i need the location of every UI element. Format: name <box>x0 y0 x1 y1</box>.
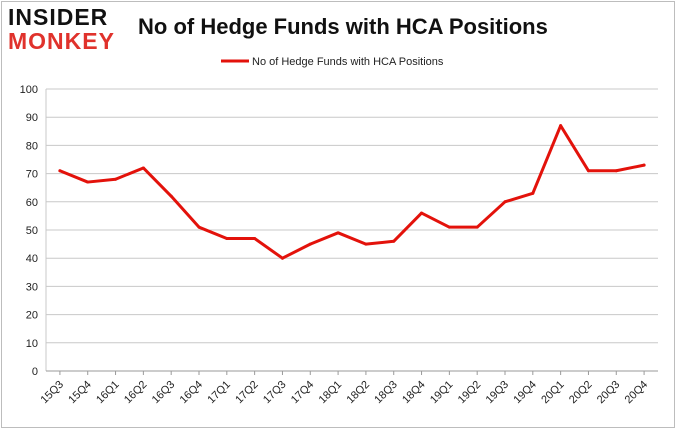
x-tick-label: 17Q1 <box>205 379 233 407</box>
x-tick-label: 20Q2 <box>567 379 595 407</box>
x-tick-label: 15Q4 <box>66 379 94 407</box>
series-line <box>58 124 646 260</box>
y-tick-label: 20 <box>26 310 38 322</box>
chart-title: No of Hedge Funds with HCA Positions <box>138 14 548 39</box>
y-tick-label: 90 <box>26 112 38 124</box>
data-point <box>586 169 590 173</box>
x-tick-label: 20Q4 <box>623 379 651 407</box>
data-point <box>197 225 201 229</box>
x-tick-label: 16Q1 <box>94 379 122 407</box>
x-axis-ticks: 15Q3 15Q4 16Q1 16Q2 16Q3 16Q4 17Q1 17Q2 17Q3 17Q4… <box>39 371 651 407</box>
data-point <box>141 166 145 170</box>
y-tick-label: 100 <box>20 84 38 96</box>
x-tick-label: 19Q1 <box>428 379 456 407</box>
data-point <box>447 225 451 229</box>
x-tick-label: 18Q3 <box>372 379 400 407</box>
data-point <box>420 211 424 215</box>
x-tick-label: 19Q3 <box>484 379 512 407</box>
data-point <box>169 194 173 198</box>
legend-label: No of Hedge Funds with HCA Positions <box>252 56 444 68</box>
x-tick-label: 18Q4 <box>400 379 428 407</box>
y-tick-label: 40 <box>26 253 38 265</box>
x-tick-label: 16Q2 <box>122 379 150 407</box>
y-tick-label: 60 <box>26 197 38 209</box>
y-tick-label: 70 <box>26 169 38 181</box>
x-tick-label: 18Q1 <box>317 379 345 407</box>
x-tick-label: 18Q2 <box>345 379 373 407</box>
x-tick-label: 17Q3 <box>261 379 289 407</box>
data-point <box>253 236 257 240</box>
x-tick-label: 16Q4 <box>178 379 206 407</box>
x-tick-label: 19Q4 <box>511 379 539 407</box>
data-point <box>531 191 535 195</box>
y-tick-label: 10 <box>26 338 38 350</box>
y-tick-label: 80 <box>26 140 38 152</box>
x-tick-label: 20Q1 <box>539 379 567 407</box>
x-tick-label: 19Q2 <box>456 379 484 407</box>
x-tick-label: 17Q2 <box>233 379 261 407</box>
x-tick-label: 16Q3 <box>150 379 178 407</box>
x-tick-label: 17Q4 <box>289 379 317 407</box>
data-point <box>392 239 396 243</box>
logo-line-monkey: MONKEY <box>8 28 115 54</box>
y-tick-label: 0 <box>32 366 38 378</box>
data-point <box>86 180 90 184</box>
data-point <box>364 242 368 246</box>
y-tick-label: 30 <box>26 281 38 293</box>
series-layer <box>58 124 646 260</box>
data-point <box>475 225 479 229</box>
data-point <box>114 177 118 181</box>
data-point <box>614 169 618 173</box>
y-axis-ticks: 0 10 20 30 40 50 60 70 80 90 100 <box>20 84 38 378</box>
data-point <box>503 200 507 204</box>
data-point <box>642 163 646 167</box>
gridlines <box>45 88 658 372</box>
data-point <box>58 169 62 173</box>
data-point <box>559 124 563 128</box>
logo-line-insider: INSIDER <box>8 4 109 30</box>
legend: No of Hedge Funds with HCA Positions <box>221 56 444 68</box>
data-point <box>336 231 340 235</box>
x-tick-label: 15Q3 <box>39 379 67 407</box>
data-point <box>308 242 312 246</box>
y-tick-label: 50 <box>26 225 38 237</box>
insider-monkey-logo: INSIDER MONKEY <box>8 6 126 53</box>
x-tick-label: 20Q3 <box>595 379 623 407</box>
data-point <box>280 256 284 260</box>
data-point <box>225 236 229 240</box>
